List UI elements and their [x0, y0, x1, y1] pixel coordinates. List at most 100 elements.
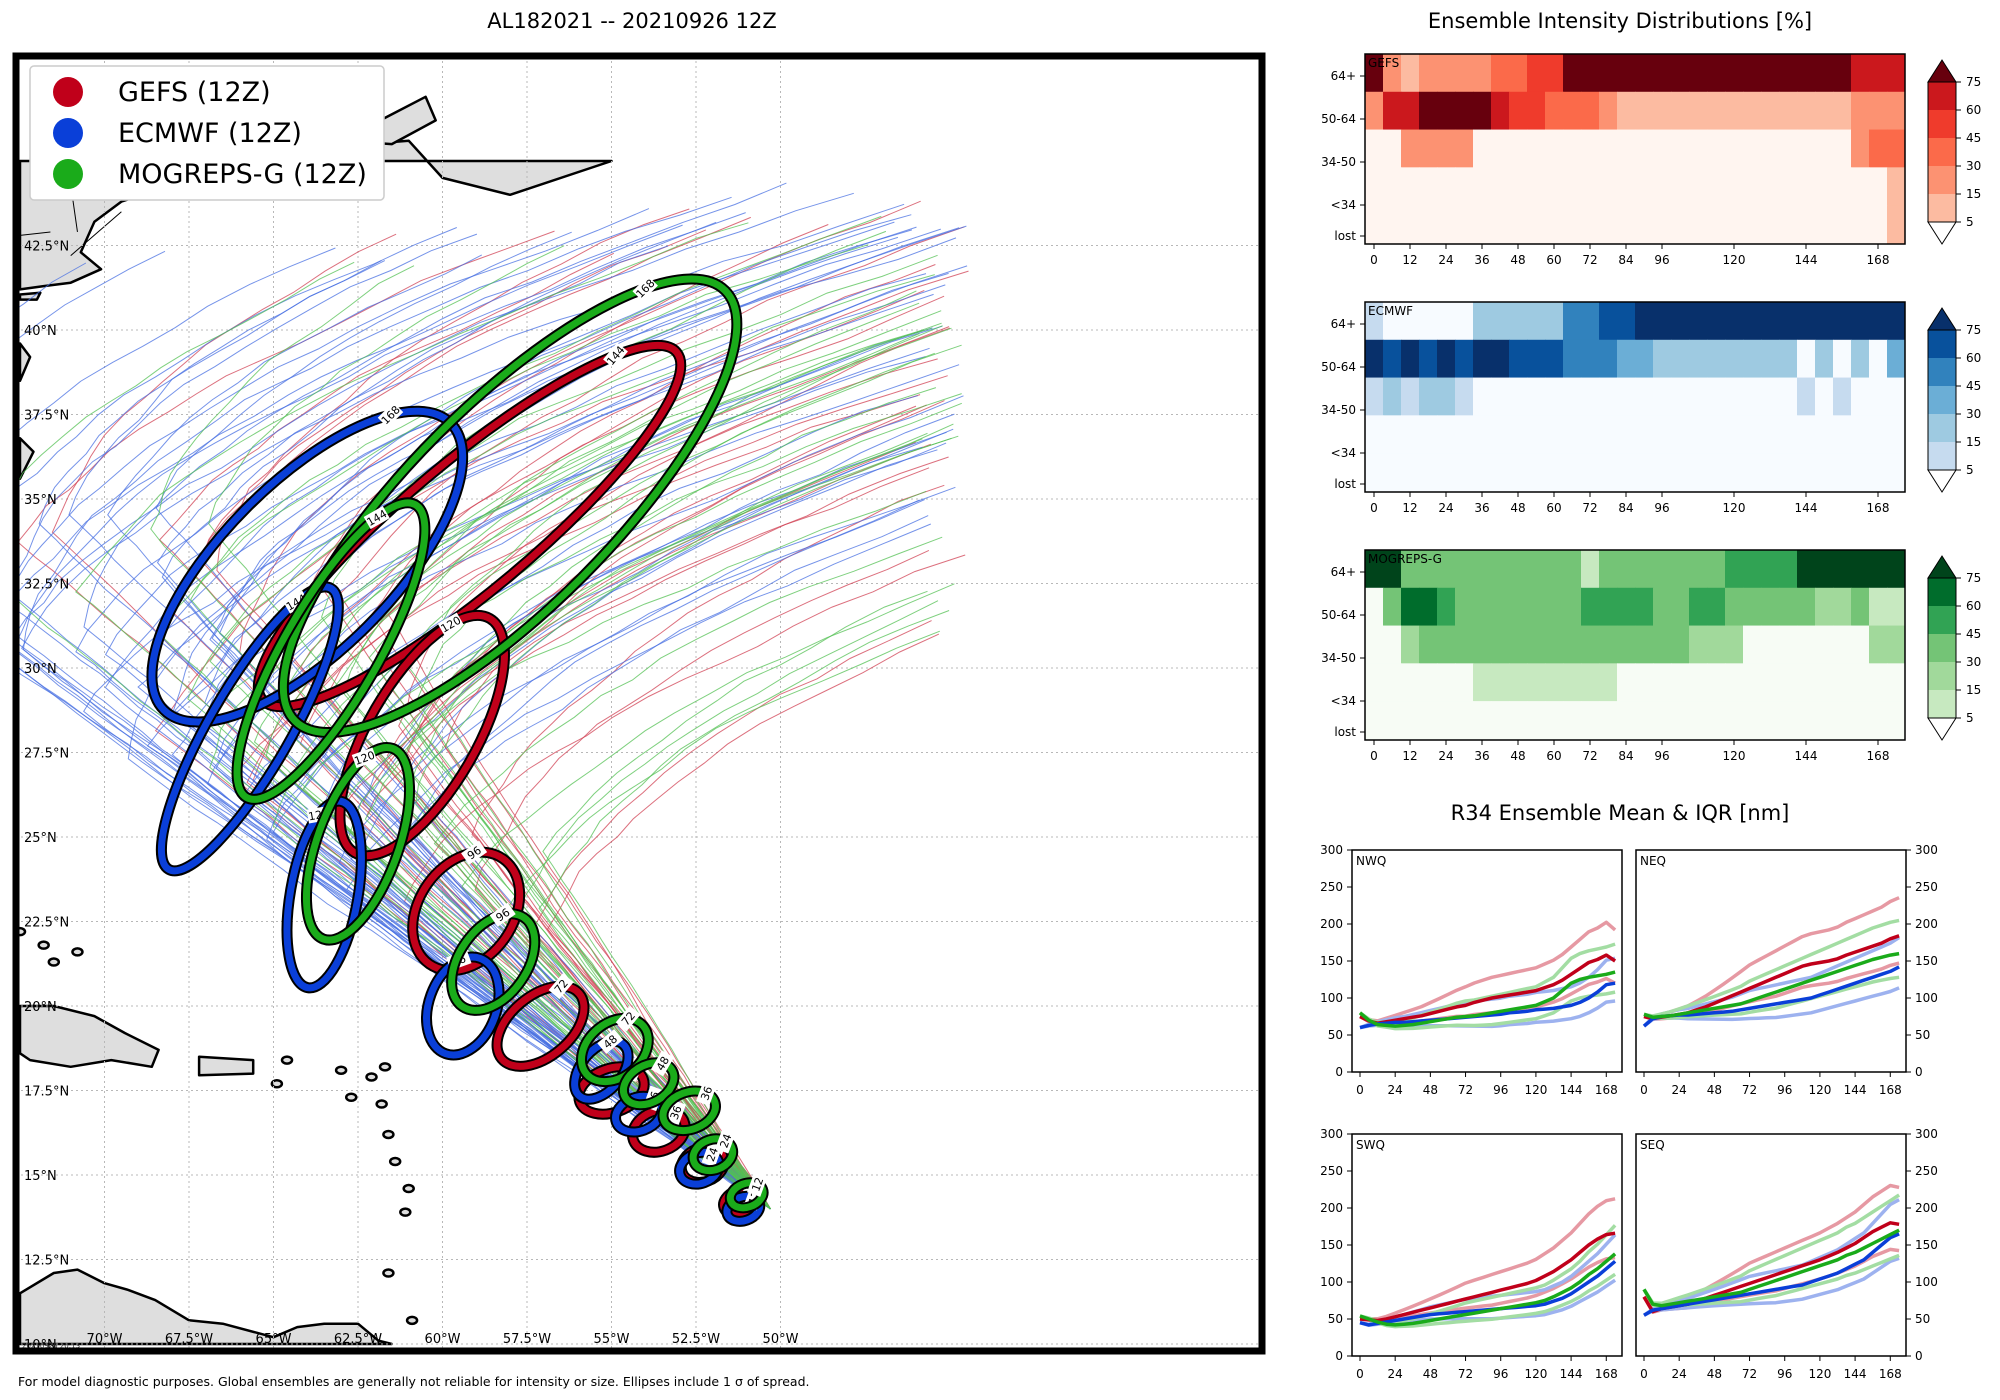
- lat-tick-label: 37.5°N: [24, 409, 69, 424]
- heatmap-cell: [1599, 701, 1618, 741]
- heatmap-cell: [1833, 550, 1852, 589]
- heatmap-cell: [1365, 625, 1384, 664]
- heatmap-cell: [1779, 587, 1798, 627]
- heatmap-cell: [1869, 377, 1888, 416]
- ellipse-fill-mogreps-96: [448, 910, 539, 1014]
- lat-tick-label: 40°N: [24, 324, 57, 339]
- heatmap-cell: [1725, 550, 1744, 589]
- r34-background: [1636, 850, 1906, 1072]
- heatmap-cell: [1617, 129, 1636, 168]
- ellipse-fill-gefs-36: [628, 1106, 689, 1156]
- heatmap-cell: [1761, 550, 1780, 589]
- heatmap-cell: [1761, 625, 1780, 664]
- heatmap-cell: [1743, 302, 1762, 341]
- r34-y-label: 0: [1915, 1349, 1923, 1363]
- heatmap-cell: [1833, 377, 1852, 416]
- heatmap-cell: [1761, 587, 1780, 627]
- heatmap-cell: [1401, 377, 1420, 416]
- heatmap-cell: [1599, 625, 1618, 664]
- heatmap-cell: [1455, 625, 1474, 664]
- heatmap-cell: [1527, 129, 1546, 168]
- heatmap-x-label: 120: [1723, 749, 1746, 763]
- heatmap-cell: [1419, 453, 1438, 493]
- colorbar-min-arrow: [1927, 717, 1957, 741]
- heatmap-cell: [1527, 91, 1546, 131]
- island-1: [375, 1099, 388, 1109]
- colorbar-tick-label: 60: [1966, 599, 1981, 613]
- ellipse-fill-ecmwf-120: [283, 797, 365, 992]
- colorbar-segment: [1928, 662, 1956, 690]
- heatmap-cell: [1365, 54, 1384, 93]
- main-title: AL182021 -- 20210926 12Z: [487, 9, 776, 33]
- heatmap-row-label: 34-50: [1321, 155, 1356, 169]
- heatmap-cell: [1365, 415, 1384, 454]
- heatmap-cell: [1563, 453, 1582, 493]
- heatmap-name-label: ECMWF: [1368, 304, 1413, 318]
- r34-y-label: 150: [1320, 1238, 1343, 1252]
- heatmap-row-label: 50-64: [1321, 112, 1356, 126]
- heatmap-cell: [1779, 129, 1798, 168]
- colorbar-max-arrow: [1927, 59, 1957, 83]
- island-16: [47, 957, 61, 967]
- colorbar-tick-label: 75: [1966, 75, 1981, 89]
- map-axis-labels: 70°W 67.5°W 65°W 62.5°W 60°W 57.5°W 55°W 52.5°W…: [24, 240, 799, 1352]
- heatmap-cell: [1455, 415, 1474, 454]
- heatmap-cell: [1761, 54, 1780, 93]
- heatmap-cell: [1509, 453, 1528, 493]
- heatmap-cell: [1869, 453, 1888, 493]
- heatmap-cell: [1869, 663, 1888, 702]
- heatmap-cell: [1653, 302, 1672, 341]
- heatmap-cell: [1707, 550, 1726, 589]
- heatmap-cell: [1851, 625, 1870, 664]
- heatmap-cell: [1815, 377, 1834, 416]
- heatmap-cell: [1401, 129, 1420, 168]
- r34-x-label: 96: [1493, 1083, 1508, 1097]
- heatmap-cell: [1473, 91, 1492, 131]
- heatmap-cell: [1545, 415, 1564, 454]
- heatmap-cell: [1653, 415, 1672, 454]
- colorbar-max-arrow: [1927, 555, 1957, 579]
- heatmap-x-label: 168: [1867, 253, 1890, 267]
- heatmap-cell: [1725, 377, 1744, 416]
- heatmap-cell: [1833, 339, 1852, 379]
- track-map: 1441209672483624121681441209648362412168…: [12, 52, 1266, 1355]
- r34-title: R34 Ensemble Mean & IQR [nm]: [1451, 801, 1790, 825]
- r34-panel-swq: SWQ 0 24 48 72 96 120 144 168 0 50 100 150 200 250 300: [1320, 1127, 1623, 1381]
- heatmap-cell: [1365, 91, 1384, 131]
- legend-item-ecmwf: ECMWF (12Z): [53, 118, 302, 149]
- colorbar-segment: [1928, 358, 1956, 386]
- ellipse-hour-label-mogreps-12: 12: [747, 1171, 768, 1197]
- heatmap-row-label: 64+: [1331, 565, 1356, 579]
- ellipse-gefs-96: 96: [407, 840, 526, 977]
- heatmap-cell: [1383, 167, 1402, 206]
- lat-tick-label: 20°N: [24, 1000, 57, 1015]
- heatmap-cell: [1617, 453, 1636, 493]
- r34-panel-seq: SEQ 0 24 48 72 96 120 144 168 0 50 100 150 200 250 300: [1635, 1127, 1938, 1381]
- heatmap-cell: [1383, 302, 1402, 341]
- heatmap-cell: [1383, 625, 1402, 664]
- heatmap-cell: [1581, 701, 1600, 741]
- heatmap-cell: [1437, 339, 1456, 379]
- heatmap-colorbar: 75 60 45 30 15 5: [1927, 307, 1981, 493]
- r34-background: [1352, 850, 1622, 1072]
- heatmap-cell: [1869, 625, 1888, 664]
- heatmap-x-label: 72: [1582, 749, 1597, 763]
- r34-y-label: 50: [1915, 1028, 1930, 1042]
- landmass-6: [197, 1055, 255, 1077]
- heatmap-cell: [1725, 701, 1744, 741]
- heatmap-row-label: <34: [1331, 198, 1356, 212]
- r34-x-label: 24: [1388, 1367, 1403, 1381]
- heatmap-cell: [1365, 587, 1384, 627]
- heatmap-cell: [1743, 377, 1762, 416]
- colorbar-segment: [1928, 634, 1956, 662]
- heatmap-cell: [1851, 91, 1870, 131]
- heatmap-cell: [1545, 129, 1564, 168]
- colorbar-segment: [1928, 606, 1956, 634]
- r34-x-label: 120: [1808, 1367, 1831, 1381]
- heatmap-cell: [1473, 205, 1492, 245]
- heatmap-cell: [1707, 91, 1726, 131]
- heatmap-cell: [1563, 205, 1582, 245]
- heatmap-cell: [1509, 205, 1528, 245]
- heatmap-cell: [1401, 54, 1420, 93]
- legend-ecmwf-marker: [53, 118, 83, 148]
